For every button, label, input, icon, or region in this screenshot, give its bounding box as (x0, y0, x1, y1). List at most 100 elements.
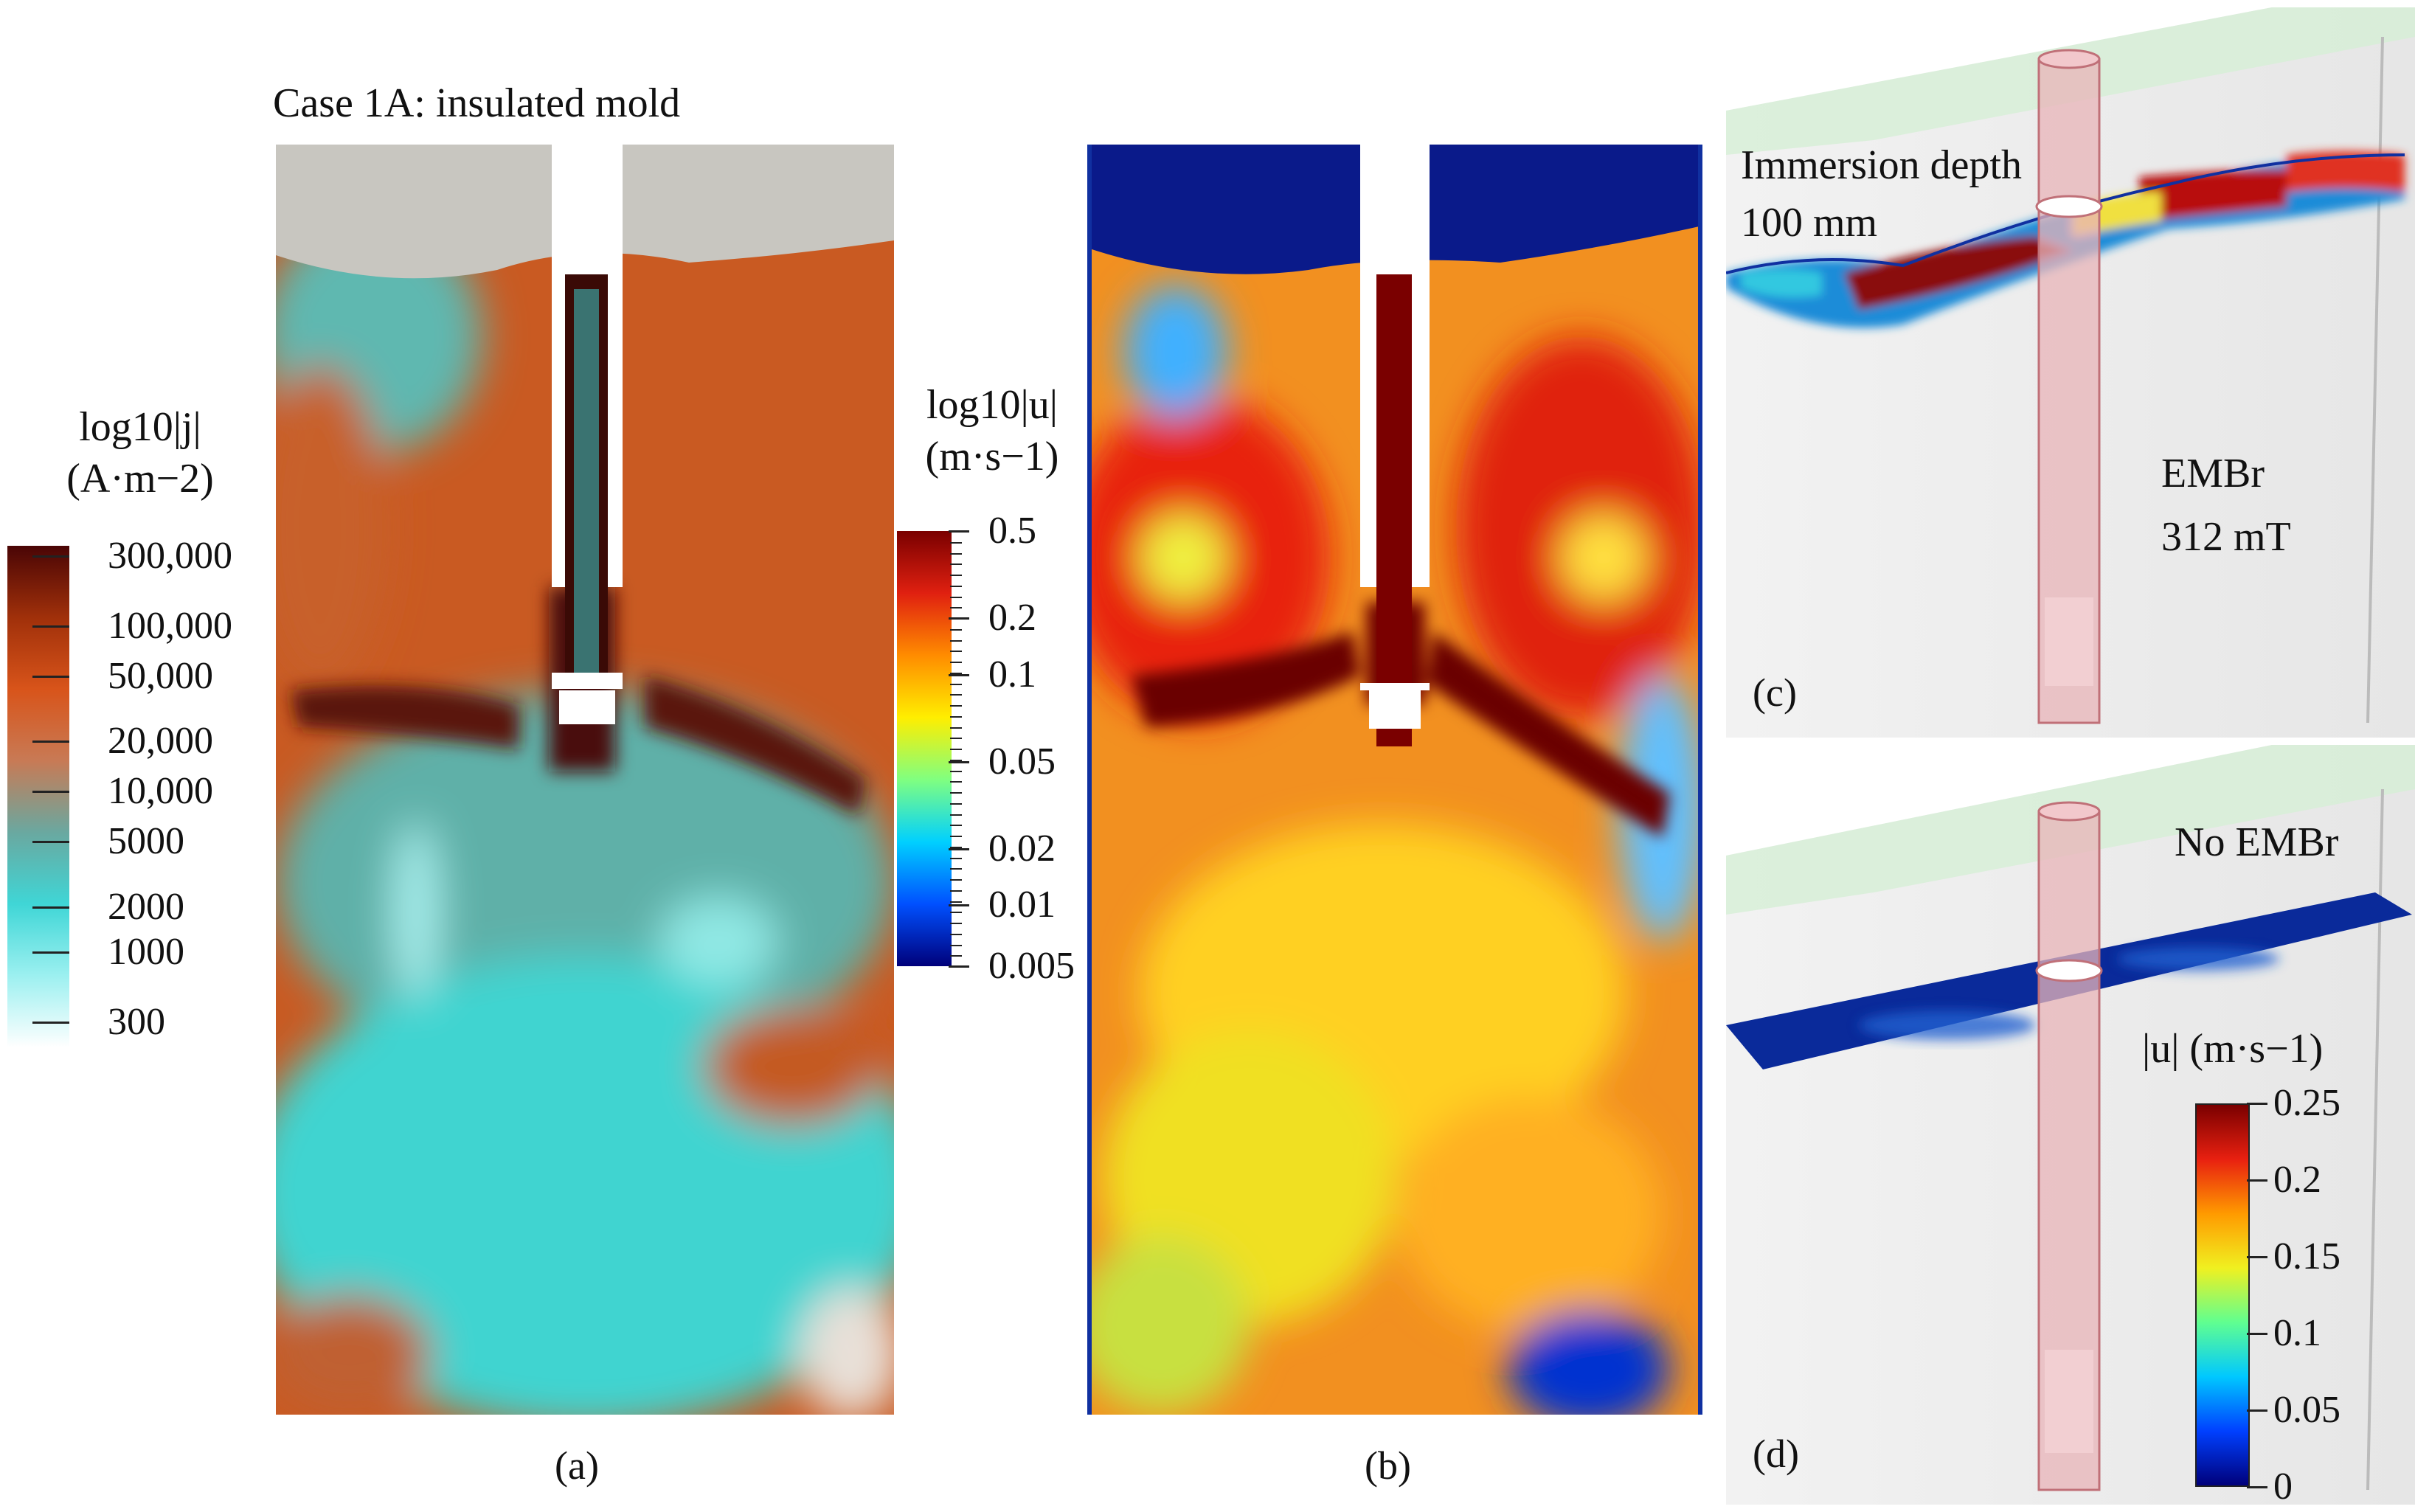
colorbar-tick-label: 1000 (108, 930, 184, 973)
colorbar-tick (949, 847, 969, 850)
colorbar-tick (32, 625, 69, 628)
colorbar-tick (949, 673, 969, 676)
colorbar-tick-label: 0.01 (988, 884, 1056, 926)
colorbar-minor-tick (950, 836, 962, 837)
panel-c-embr-label-1: EMBr (2161, 451, 2265, 496)
colorbar-minor-tick (950, 596, 962, 598)
colorbar-tick (32, 675, 69, 678)
colorbar-tick-label: 0.15 (2273, 1235, 2340, 1277)
colorbar-minor-tick (950, 792, 962, 794)
colorbar-minor-tick (950, 585, 962, 587)
colorbar-minor-tick (950, 802, 962, 805)
colorbar-tick-label: 5000 (108, 820, 184, 863)
colorbar-tick-label: 0.25 (2273, 1082, 2340, 1124)
panel-b-colorbar-title: log10|u| (m·s−1) (925, 382, 1059, 479)
colorbar-tick-label: 0.05 (988, 740, 1056, 783)
colorbar-minor-tick (950, 552, 962, 555)
colorbar-tick-label: 0.05 (2273, 1389, 2340, 1431)
colorbar-tick (2247, 1179, 2267, 1182)
panel-a-current-density-field (276, 145, 894, 1415)
colorbar-minor-tick (950, 683, 962, 685)
panel-c-3d-view (1726, 7, 2415, 738)
colorbar-minor-tick (950, 705, 962, 707)
colorbar-minor-tick (950, 662, 962, 663)
colorbar-tick (2247, 1256, 2267, 1258)
colorbar-minor-tick (950, 923, 962, 924)
current-density-map (276, 145, 894, 1415)
panel-a-colorbar-title: log10|j| (A·m−2) (66, 404, 214, 502)
colorbar-tick-label: 50,000 (108, 654, 213, 697)
colorbar-minor-tick (950, 912, 962, 914)
velocity-map (1087, 145, 1702, 1415)
colorbar-minor-tick (950, 933, 962, 935)
panel-a-colorbar-quantity: log10|j| (79, 404, 201, 450)
panel-d-colorbar-title: |u| (m·s−1) (2142, 1026, 2324, 1072)
panel-b-colorbar-quantity: log10|u| (926, 382, 1058, 428)
panel-d-letter: (d) (1753, 1432, 1799, 1476)
colorbar-tick-label: 300 (108, 1001, 165, 1043)
colorbar-minor-tick (950, 901, 962, 903)
panel-c-depth-label-2: 100 mm (1741, 200, 1878, 246)
colorbar-minor-tick (950, 770, 962, 772)
colorbar-minor-tick (950, 846, 962, 848)
colorbar-minor-tick (950, 966, 962, 968)
colorbar-minor-tick (950, 868, 962, 870)
colorbar-minor-tick (950, 575, 962, 576)
colorbar-tick-label: 10,000 (108, 770, 213, 813)
panel-a-colorbar (7, 546, 69, 1047)
panel-a-letter: (a) (555, 1443, 599, 1488)
colorbar-tick-label: 0.02 (988, 827, 1056, 870)
colorbar-minor-tick (950, 694, 962, 696)
panel-d-colorbar (2195, 1103, 2250, 1487)
panel-a-title: Case 1A: insulated mold (273, 80, 681, 126)
panel-b-colorbar-unit: m·s−1 (939, 434, 1045, 479)
colorbar-minor-tick (950, 749, 962, 750)
colorbar-minor-tick (950, 879, 962, 881)
colorbar-minor-tick (950, 563, 962, 566)
panel-c-scene (1726, 7, 2415, 738)
colorbar-minor-tick (950, 628, 962, 631)
colorbar-minor-tick (950, 672, 962, 674)
colorbar-minor-tick (950, 857, 962, 859)
panel-d-colorbar-quantity: |u| (2142, 1026, 2180, 1072)
colorbar-tick (32, 555, 69, 558)
panel-b-velocity-field (1087, 145, 1702, 1415)
colorbar-tick (32, 906, 69, 909)
colorbar-tick (2247, 1486, 2267, 1488)
colorbar-minor-tick (950, 541, 962, 544)
colorbar-minor-tick (950, 889, 962, 892)
colorbar-minor-tick (950, 651, 962, 653)
colorbar-minor-tick (950, 955, 962, 957)
colorbar-minor-tick (950, 726, 962, 729)
colorbar-minor-tick (950, 715, 962, 718)
colorbar-tick-label: 100,000 (108, 604, 232, 647)
colorbar-minor-tick (950, 618, 962, 620)
panel-a-colorbar-unit: A·m−2 (80, 456, 201, 502)
colorbar-minor-tick (950, 759, 962, 761)
colorbar-tick-label: 2000 (108, 885, 184, 928)
colorbar-minor-tick (950, 607, 962, 609)
colorbar-minor-tick (950, 531, 962, 533)
colorbar-tick-label: 0.2 (988, 597, 1036, 639)
colorbar-tick (32, 841, 69, 844)
colorbar-tick (949, 760, 969, 763)
colorbar-minor-tick (950, 825, 962, 827)
panel-d-no-embr-label: No EMBr (2175, 819, 2339, 865)
colorbar-tick (32, 741, 69, 743)
colorbar-tick-label: 0.1 (988, 653, 1036, 696)
colorbar-minor-tick (950, 814, 962, 816)
panel-c-letter: (c) (1753, 670, 1797, 715)
colorbar-tick (32, 791, 69, 794)
colorbar-tick (2247, 1333, 2267, 1335)
colorbar-minor-tick (950, 639, 962, 642)
panel-b-colorbar (897, 531, 952, 966)
panel-c-embr-label-2: 312 mT (2161, 514, 2291, 560)
colorbar-tick-label: 0.2 (2273, 1159, 2321, 1201)
colorbar-tick (2247, 1103, 2267, 1105)
colorbar-tick-label: 0.5 (988, 510, 1036, 552)
panel-c-depth-label-1: Immersion depth (1741, 142, 2023, 188)
colorbar-tick-label: 300,000 (108, 534, 232, 577)
colorbar-tick-label: 0.005 (988, 945, 1075, 987)
colorbar-minor-tick (950, 738, 962, 740)
colorbar-tick (2247, 1409, 2267, 1412)
